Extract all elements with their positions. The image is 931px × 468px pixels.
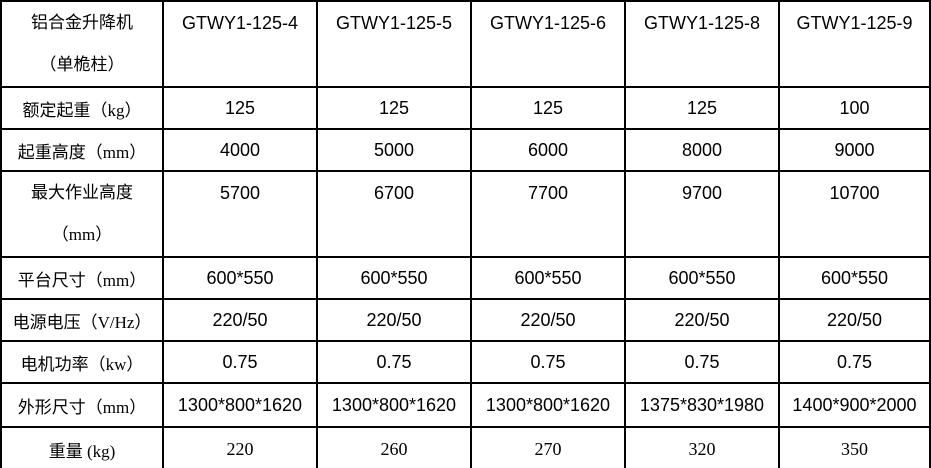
spec-value-cell: 5000 xyxy=(316,128,472,172)
spec-value-cell: 125 xyxy=(470,86,626,130)
spec-label-cell: 起重高度（mm） xyxy=(0,128,164,172)
spec-value-cell: 1400*900*2000 xyxy=(778,382,931,428)
spec-value-cell: 220/50 xyxy=(162,298,318,342)
table-header-row: 铝合金升降机 （单桅柱） GTWY1-125-4 GTWY1-125-5 GTW… xyxy=(0,0,931,88)
spec-value-cell: 220/50 xyxy=(470,298,626,342)
spec-value-cell: 220/50 xyxy=(624,298,780,342)
spec-value-cell: 0.75 xyxy=(624,340,780,384)
spec-value-cell: 7700 xyxy=(470,170,626,258)
spec-label-cell: 最大作业高度 （mm） xyxy=(0,170,164,258)
spec-value-cell: 4000 xyxy=(162,128,318,172)
spec-value-cell: 0.75 xyxy=(162,340,318,384)
table-row-rated-load: 额定起重（kg） 125 125 125 125 100 xyxy=(0,86,931,130)
spec-label-line2: （mm） xyxy=(51,225,113,244)
header-model-cell: GTWY1-125-9 xyxy=(778,0,931,88)
spec-value-cell: 0.75 xyxy=(470,340,626,384)
spec-value-cell: 125 xyxy=(162,86,318,130)
spec-value-cell: 100 xyxy=(778,86,931,130)
spec-value-cell: 270 xyxy=(470,426,626,468)
table-row-weight: 重量 (kg) 220 260 270 320 350 xyxy=(0,426,931,468)
spec-value-cell: 600*550 xyxy=(316,256,472,300)
spec-value-cell: 1375*830*1980 xyxy=(624,382,780,428)
spec-value-cell: 0.75 xyxy=(778,340,931,384)
spec-label-cell: 外形尺寸（mm） xyxy=(0,382,164,428)
table-row-overall-dimensions: 外形尺寸（mm） 1300*800*1620 1300*800*1620 130… xyxy=(0,382,931,428)
table-row-max-working-height: 最大作业高度 （mm） 5700 6700 7700 9700 10700 xyxy=(0,170,931,258)
header-model-cell: GTWY1-125-4 xyxy=(162,0,318,88)
spec-value-cell: 6000 xyxy=(470,128,626,172)
spec-value-cell: 350 xyxy=(778,426,931,468)
spec-value-cell: 220/50 xyxy=(316,298,472,342)
header-model-cell: GTWY1-125-6 xyxy=(470,0,626,88)
spec-value-cell: 600*550 xyxy=(778,256,931,300)
header-model-cell: GTWY1-125-5 xyxy=(316,0,472,88)
spec-label-cell: 电源电压（V/Hz） xyxy=(0,298,164,342)
spec-label-line1: 最大作业高度 xyxy=(31,183,133,202)
spec-value-cell: 9000 xyxy=(778,128,931,172)
table-row-lifting-height: 起重高度（mm） 4000 5000 6000 8000 9000 xyxy=(0,128,931,172)
spec-value-cell: 0.75 xyxy=(316,340,472,384)
spec-value-cell: 125 xyxy=(624,86,780,130)
spec-value-cell: 220 xyxy=(162,426,318,468)
spec-value-cell: 1300*800*1620 xyxy=(162,382,318,428)
product-title-line2: （单桅柱） xyxy=(39,55,125,74)
spec-value-cell: 1300*800*1620 xyxy=(470,382,626,428)
spec-value-cell: 220/50 xyxy=(778,298,931,342)
spec-value-cell: 125 xyxy=(316,86,472,130)
spec-value-cell: 1300*800*1620 xyxy=(316,382,472,428)
spec-value-cell: 9700 xyxy=(624,170,780,258)
spec-label-cell: 平台尺寸（mm） xyxy=(0,256,164,300)
header-model-cell: GTWY1-125-8 xyxy=(624,0,780,88)
spec-label-cell: 重量 (kg) xyxy=(0,426,164,468)
header-product-cell: 铝合金升降机 （单桅柱） xyxy=(0,0,164,88)
table-row-platform-size: 平台尺寸（mm） 600*550 600*550 600*550 600*550… xyxy=(0,256,931,300)
spec-value-cell: 260 xyxy=(316,426,472,468)
spec-value-cell: 5700 xyxy=(162,170,318,258)
spec-label-cell: 额定起重（kg） xyxy=(0,86,164,130)
spec-value-cell: 8000 xyxy=(624,128,780,172)
spec-value-cell: 10700 xyxy=(778,170,931,258)
table-row-voltage: 电源电压（V/Hz） 220/50 220/50 220/50 220/50 2… xyxy=(0,298,931,342)
spec-value-cell: 320 xyxy=(624,426,780,468)
spec-value-cell: 600*550 xyxy=(162,256,318,300)
table-row-motor-power: 电机功率（kw） 0.75 0.75 0.75 0.75 0.75 xyxy=(0,340,931,384)
spec-label-cell: 电机功率（kw） xyxy=(0,340,164,384)
spec-value-cell: 6700 xyxy=(316,170,472,258)
spec-value-cell: 600*550 xyxy=(624,256,780,300)
spec-value-cell: 600*550 xyxy=(470,256,626,300)
product-title-line1: 铝合金升降机 xyxy=(31,13,133,32)
